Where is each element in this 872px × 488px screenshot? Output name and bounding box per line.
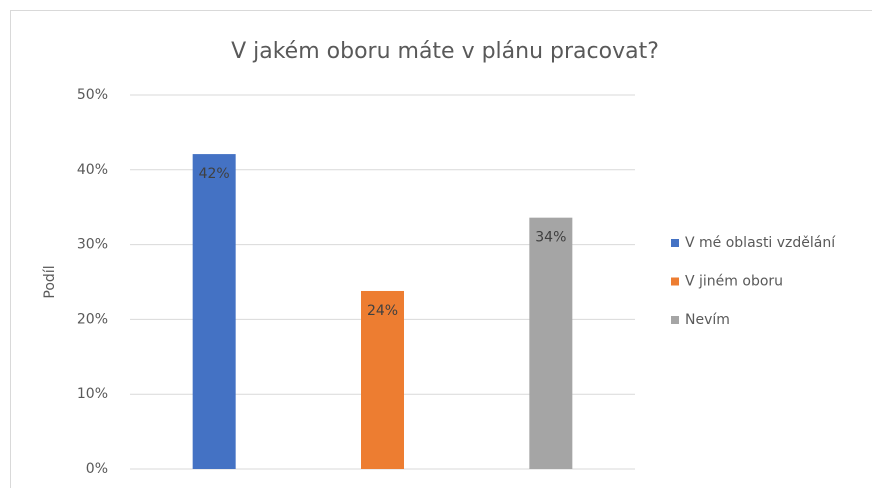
legend-swatch (671, 239, 679, 247)
data-label: 24% (367, 303, 398, 319)
legend-label: V jiném oboru (685, 274, 783, 290)
bar (361, 290, 404, 469)
bar (529, 217, 573, 469)
y-tick-label: 40% (77, 162, 108, 178)
y-tick-label: 10% (77, 386, 108, 402)
legend-swatch (671, 316, 679, 324)
bar (192, 154, 236, 470)
legend-swatch (671, 277, 679, 286)
y-tick-label: 30% (77, 237, 108, 253)
y-tick-label: 50% (77, 87, 108, 103)
chart-title: V jakém oboru máte v plánu pracovat? (231, 39, 659, 64)
y-tick-label: 0% (86, 461, 108, 477)
legend-label: Nevím (685, 312, 730, 328)
data-label: 34% (535, 230, 566, 246)
y-axis-label: Podíl (42, 265, 58, 298)
legend-label: V mé oblasti vzdělání (685, 235, 836, 251)
data-label: 42% (199, 166, 230, 182)
y-tick-label: 20% (77, 311, 108, 327)
chart-frame (10, 10, 872, 488)
